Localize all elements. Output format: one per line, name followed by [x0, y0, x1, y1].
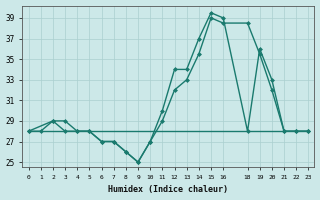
- X-axis label: Humidex (Indice chaleur): Humidex (Indice chaleur): [108, 185, 228, 194]
